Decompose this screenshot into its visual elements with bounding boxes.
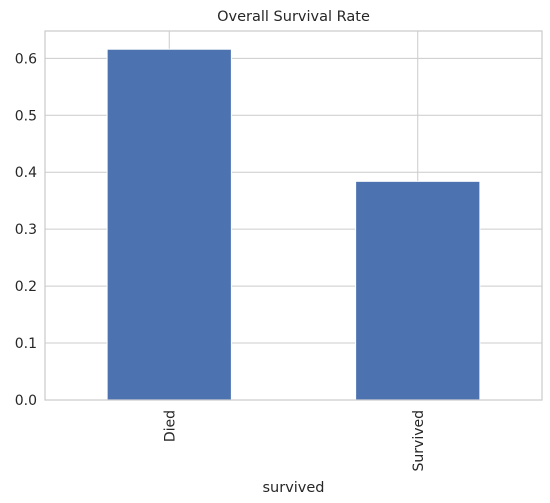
y-tick-label: 0.2 bbox=[15, 279, 37, 295]
x-tick-labels: Died Survived bbox=[162, 410, 427, 471]
bars bbox=[106, 48, 481, 401]
y-tick-label: 0.6 bbox=[15, 51, 37, 67]
chart-title: Overall Survival Rate bbox=[217, 9, 370, 25]
y-tick-label: 0.5 bbox=[15, 108, 37, 124]
y-tick-label: 0.0 bbox=[15, 393, 37, 409]
plot-frame bbox=[44, 30, 543, 401]
y-tick-labels: 0.0 0.1 0.2 0.3 0.4 0.5 0.6 bbox=[15, 51, 37, 409]
y-tick-label: 0.1 bbox=[15, 336, 37, 352]
bar-died bbox=[106, 48, 232, 401]
y-tick-label: 0.4 bbox=[15, 165, 37, 181]
bar-survived bbox=[355, 180, 481, 401]
x-axis-label: survived bbox=[262, 480, 324, 496]
x-tick-label: Died bbox=[162, 410, 178, 442]
x-tick-label: Survived bbox=[411, 410, 427, 471]
y-tick-label: 0.3 bbox=[15, 222, 37, 238]
